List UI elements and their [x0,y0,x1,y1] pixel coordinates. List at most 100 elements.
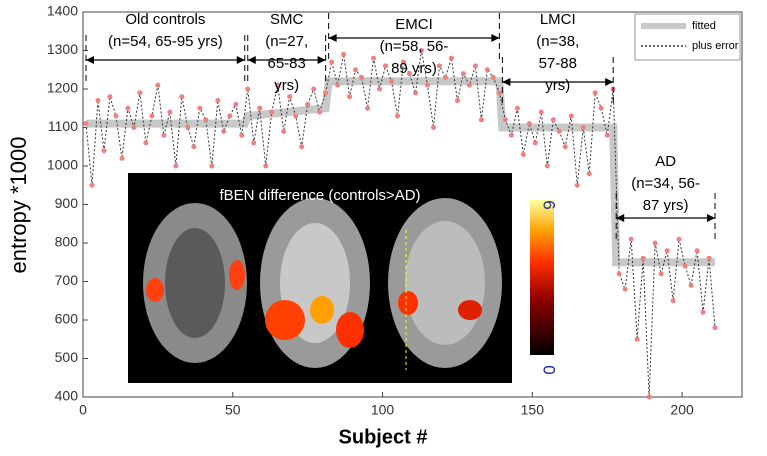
error-point [353,67,359,73]
group-label: (n=34, 56- [631,175,700,192]
error-point [335,82,341,88]
error-point [622,286,628,292]
error-point [143,140,149,146]
error-point [634,336,640,342]
group-label: (n=38, [536,33,579,50]
error-point [203,117,209,123]
activation [336,312,364,348]
error-point [275,82,281,88]
annotations: Old controls(n=54, 65-95 yrs)SMC(n=27,65… [85,11,716,243]
activation [398,291,418,315]
legend: fitted plus error [634,13,741,61]
group-label: 57-88 [539,55,577,72]
error-point [83,121,89,127]
x-tick-label: 50 [225,402,241,418]
y-tick-label: 1400 [47,3,78,19]
error-point [395,113,401,119]
group-label: 87 yrs) [643,197,689,214]
error-point [101,148,107,154]
error-point [712,325,718,331]
colorbar [530,200,554,355]
group-label: (n=27, [265,33,308,50]
error-point [592,90,598,96]
group-label: LMCI [540,11,576,28]
error-line [85,50,716,398]
activation [265,300,305,340]
error-point [263,163,269,169]
error-point [682,263,688,269]
error-point [580,125,586,130]
error-point [401,59,407,65]
error-point [149,113,155,119]
error-point [257,105,263,111]
error-point [209,163,215,169]
error-point [700,309,706,315]
group-label: Old controls [125,11,205,28]
y-tick-label: 400 [55,388,79,404]
error-point [215,98,221,104]
group-label: AD [655,153,676,170]
x-tick-label: 100 [371,402,395,418]
y-tick-label: 500 [55,349,79,365]
error-point [305,101,311,107]
error-point [562,144,568,150]
error-point [466,82,472,88]
error-point [227,113,233,119]
activation [310,296,334,324]
activation [229,260,245,290]
error-point [652,240,658,246]
error-point [365,105,371,111]
error-point [107,94,113,100]
error-point [616,271,622,277]
error-point [95,98,101,104]
error-point [317,109,323,115]
legend-label: plus error [692,40,739,52]
brain-detail [405,221,485,345]
group-label: 89 yrs) [391,60,437,77]
error-point [478,117,484,123]
error-point [251,140,257,146]
error-point [520,151,526,157]
error-point [311,86,317,92]
y-tick-label: 1200 [47,80,78,96]
error-point [664,248,670,254]
error-point [484,67,490,73]
error-point [299,144,305,150]
error-point [604,132,610,138]
error-point [640,255,646,261]
error-point [418,48,424,53]
error-point [347,94,353,100]
error-point [544,163,550,169]
x-tick-label: 150 [521,402,545,418]
error-point [179,94,185,100]
error-point [676,236,682,242]
error-point [155,82,161,88]
error-point [586,171,592,177]
error-point [239,132,245,138]
error-point [269,109,275,115]
error-point [598,105,604,111]
error-point [670,298,676,304]
error-point [556,128,562,134]
error-point [383,63,389,69]
error-point [281,128,287,134]
error-point [323,90,329,96]
arrow-head [247,56,326,64]
series [83,48,718,400]
legend-box [634,13,741,61]
error-point [131,125,137,130]
group-label: (n=54, 65-95 yrs) [108,33,223,50]
error-point [329,59,335,65]
error-point [502,117,508,123]
error-point [532,140,538,146]
group-label: SMC [270,11,304,28]
error-point [167,109,173,115]
y-tick-label: 700 [55,272,79,288]
error-point [442,74,448,80]
y-tick-label: 1100 [48,118,78,134]
y-tick-label: 800 [55,234,79,250]
error-point [137,90,143,96]
error-point [658,271,664,277]
